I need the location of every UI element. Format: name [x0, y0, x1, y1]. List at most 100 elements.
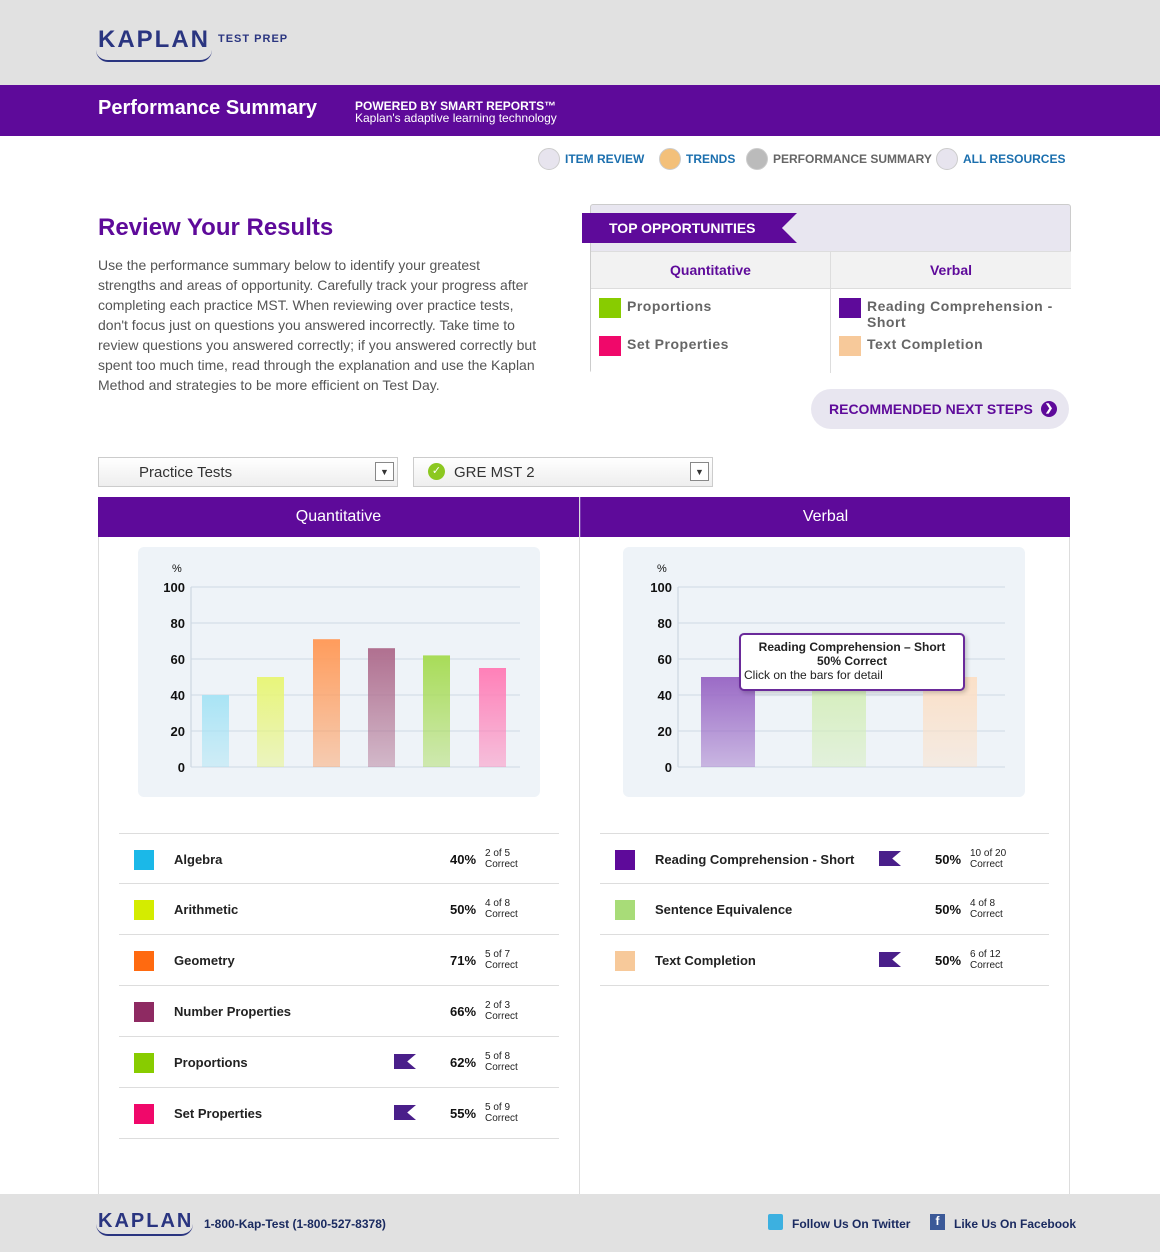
- y-axis-unit: %: [657, 563, 667, 575]
- item-review-icon: [538, 148, 560, 170]
- logo-swoosh: [96, 50, 212, 62]
- logo-swoosh: [96, 1224, 193, 1236]
- row-percent: 55%: [450, 1106, 477, 1121]
- color-swatch: [599, 336, 621, 356]
- select-value: GRE MST 2: [454, 464, 535, 481]
- row-name: Geometry: [174, 953, 235, 968]
- row-name: Text Completion: [655, 953, 756, 968]
- nav-all-resources[interactable]: ALL RESOURCES: [936, 148, 1065, 170]
- facebook-link[interactable]: Like Us On Facebook: [954, 1217, 1077, 1231]
- y-tick-label: 80: [658, 616, 672, 631]
- row-count: 2 of 3 Correct: [485, 1000, 518, 1022]
- nav-label: PERFORMANCE SUMMARY: [773, 152, 932, 166]
- section-title: Review Your Results: [98, 214, 334, 241]
- flag-icon: [394, 1054, 416, 1069]
- row-count: 5 of 9 Correct: [485, 1102, 518, 1124]
- top-opportunities-panel: Quantitative Proportions Set Properties …: [590, 204, 1071, 373]
- row-name: Arithmetic: [174, 902, 239, 917]
- test-type-select[interactable]: Practice Tests ▼: [98, 457, 398, 487]
- row-count: 10 of 20 Correct: [970, 848, 1006, 870]
- y-tick-label: 20: [658, 724, 672, 739]
- opp-label: Reading Comprehension - Short: [867, 298, 1053, 330]
- row-percent: 71%: [450, 953, 477, 968]
- test-select[interactable]: ✓ GRE MST 2 ▼: [413, 457, 713, 487]
- tagline: Kaplan's adaptive learning technology: [355, 111, 557, 125]
- count-text: 5 of 9: [485, 1102, 511, 1113]
- table-row[interactable]: Proportions 62% 5 of 8 Correct: [119, 1037, 559, 1088]
- chart-tooltip: Reading Comprehension – Short 50% Correc…: [739, 633, 965, 691]
- nav-trends[interactable]: TRENDS: [659, 148, 735, 170]
- arrow-right-icon: ❯: [1041, 401, 1057, 417]
- bar-algebra[interactable]: [202, 695, 229, 767]
- count-text: 2 of 3: [485, 1000, 511, 1011]
- nav-label: ITEM REVIEW: [565, 152, 645, 166]
- recommended-next-steps-button[interactable]: RECOMMENDED NEXT STEPS ❯: [811, 389, 1069, 429]
- count-text: 10 of 20: [970, 848, 1007, 859]
- table-row[interactable]: Text Completion 50% 6 of 12 Correct: [600, 935, 1049, 986]
- kaplan-logo[interactable]: KAPLAN: [98, 26, 210, 53]
- bar-sentence-equivalence[interactable]: [812, 677, 866, 767]
- opp-item[interactable]: Proportions: [599, 298, 712, 318]
- bar-number-properties[interactable]: [368, 648, 395, 767]
- opp-item[interactable]: Set Properties: [599, 336, 729, 356]
- color-swatch: [134, 951, 154, 971]
- correct-text: Correct: [485, 1113, 518, 1124]
- count-text: 5 of 7: [485, 949, 511, 960]
- opp-item[interactable]: Text Completion: [839, 336, 983, 356]
- table-row[interactable]: Set Properties 55% 5 of 9 Correct: [119, 1088, 559, 1139]
- nav-label: ALL RESOURCES: [963, 152, 1066, 166]
- chevron-down-icon[interactable]: ▼: [690, 462, 709, 481]
- count-text: 4 of 8: [970, 898, 996, 909]
- bar-reading-comprehension-short[interactable]: [701, 677, 755, 767]
- quant-header[interactable]: Quantitative: [98, 497, 579, 537]
- opp-label: Set Properties: [627, 336, 729, 352]
- twitter-link[interactable]: Follow Us On Twitter: [792, 1217, 911, 1231]
- correct-text: Correct: [485, 909, 518, 920]
- bar-text-completion[interactable]: [923, 677, 977, 767]
- bar-arithmetic[interactable]: [257, 677, 284, 767]
- color-swatch: [839, 298, 861, 318]
- nav-item-review[interactable]: ITEM REVIEW: [538, 148, 644, 170]
- row-count: 2 of 5 Correct: [485, 848, 518, 870]
- opp-item[interactable]: Reading Comprehension - Short: [839, 298, 1064, 330]
- top-bar: KAPLAN TEST PREP: [0, 0, 1160, 85]
- table-row[interactable]: Number Properties 66% 2 of 3 Correct: [119, 986, 559, 1037]
- table-row[interactable]: Geometry 71% 5 of 7 Correct: [119, 935, 559, 986]
- button-label: RECOMMENDED NEXT STEPS: [829, 401, 1033, 417]
- y-tick-label: 80: [171, 616, 185, 631]
- top-opportunities-title: TOP OPPORTUNITIES: [582, 213, 797, 243]
- twitter-icon[interactable]: [768, 1214, 783, 1230]
- correct-text: Correct: [970, 960, 1003, 971]
- y-tick-label: 40: [171, 688, 185, 703]
- table-row[interactable]: Sentence Equivalence 50% 4 of 8 Correct: [600, 884, 1049, 935]
- chevron-down-icon[interactable]: ▼: [375, 462, 394, 481]
- bar-set-properties[interactable]: [479, 668, 506, 767]
- color-swatch: [134, 1002, 154, 1022]
- row-percent: 40%: [450, 852, 477, 867]
- color-swatch: [615, 951, 635, 971]
- nav-label: TRENDS: [686, 152, 736, 166]
- row-percent: 50%: [935, 902, 962, 917]
- color-swatch: [134, 1104, 154, 1124]
- color-swatch: [134, 900, 154, 920]
- table-row[interactable]: Arithmetic 50% 4 of 8 Correct: [119, 884, 559, 935]
- table-row[interactable]: Reading Comprehension - Short 50% 10 of …: [600, 833, 1049, 884]
- row-name: Reading Comprehension - Short: [655, 852, 855, 867]
- y-tick-label: 0: [178, 760, 185, 775]
- opp-label: Proportions: [627, 298, 712, 314]
- y-tick-label: 60: [171, 652, 185, 667]
- row-percent: 62%: [450, 1055, 477, 1070]
- tooltip-title: Reading Comprehension – Short: [758, 640, 946, 654]
- bar-geometry[interactable]: [313, 639, 340, 767]
- facebook-icon[interactable]: f: [930, 1214, 945, 1230]
- nav-performance-summary[interactable]: PERFORMANCE SUMMARY: [746, 148, 932, 170]
- color-swatch: [615, 900, 635, 920]
- verbal-header[interactable]: Verbal: [580, 497, 1070, 537]
- correct-text: Correct: [485, 859, 518, 870]
- y-tick-label: 60: [658, 652, 672, 667]
- table-row[interactable]: Algebra 40% 2 of 5 Correct: [119, 833, 559, 884]
- row-name: Number Properties: [174, 1004, 292, 1019]
- flag-icon: [879, 851, 901, 866]
- count-text: 6 of 12: [970, 949, 1001, 960]
- bar-proportions[interactable]: [423, 655, 450, 767]
